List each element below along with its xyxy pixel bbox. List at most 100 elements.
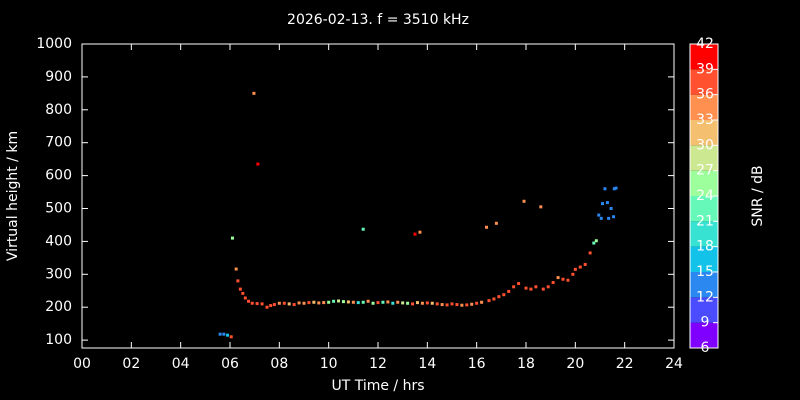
x-tick-label: 16 xyxy=(468,356,486,372)
scatter-point xyxy=(435,302,439,306)
colorbar-tick-label: 36 xyxy=(696,87,714,103)
scatter-point xyxy=(541,287,545,291)
y-tick-label: 900 xyxy=(45,69,72,85)
scatter-point xyxy=(609,207,613,211)
scatter-point xyxy=(292,303,296,307)
scatter-point xyxy=(241,291,245,295)
colorbar-segment xyxy=(690,94,718,120)
scatter-point xyxy=(265,305,269,309)
colorbar-segment xyxy=(690,272,718,298)
scatter-point xyxy=(588,251,592,255)
y-tick-label: 100 xyxy=(45,332,72,348)
scatter-point xyxy=(317,301,321,305)
scatter-point xyxy=(229,335,233,339)
y-tick-label: 800 xyxy=(45,102,72,118)
scatter-point xyxy=(226,333,230,337)
x-tick-label: 22 xyxy=(616,356,634,372)
scatter-point xyxy=(534,285,538,289)
scatter-point xyxy=(322,301,326,305)
y-tick-label: 400 xyxy=(45,233,72,249)
colorbar-tick-label: 9 xyxy=(701,315,710,331)
scatter-point xyxy=(332,299,336,303)
y-tick-label: 500 xyxy=(45,201,72,217)
colorbar-tick-label: 27 xyxy=(696,163,714,179)
scatter-point xyxy=(607,216,611,220)
scatter-point xyxy=(341,300,345,304)
scatter-point xyxy=(539,205,543,209)
colorbar-segment xyxy=(690,120,718,146)
scatter-point xyxy=(327,300,331,304)
scatter-point xyxy=(440,303,444,307)
colorbar-tick-label: 39 xyxy=(696,61,714,77)
scatter-point xyxy=(413,232,417,236)
scatter-point xyxy=(455,303,459,307)
scatter-point xyxy=(386,300,390,304)
scatter-point xyxy=(475,301,479,305)
scatter-point xyxy=(351,300,355,304)
colorbar-segment xyxy=(690,170,718,196)
scatter-point xyxy=(566,278,570,282)
scatter-point xyxy=(480,300,484,304)
x-axis-label: UT Time / hrs xyxy=(331,378,424,394)
scatter-point xyxy=(600,202,604,206)
scatter-point xyxy=(546,285,550,289)
scatter-point xyxy=(234,267,238,271)
scatter-point xyxy=(470,302,474,306)
scatter-point xyxy=(381,300,385,304)
colorbar-tick-label: 21 xyxy=(696,213,714,229)
scatter-point xyxy=(401,301,405,305)
y-tick-label: 300 xyxy=(45,266,72,282)
scatter-point xyxy=(556,276,560,280)
scatter-point xyxy=(218,332,222,336)
x-tick-label: 02 xyxy=(122,356,140,372)
scatter-point xyxy=(391,301,395,305)
x-tick-label: 12 xyxy=(369,356,387,372)
scatter-point xyxy=(252,91,256,95)
scatter-point xyxy=(312,300,316,304)
scatter-point xyxy=(376,301,380,305)
colorbar-segment xyxy=(690,145,718,171)
scatter-point xyxy=(583,262,587,266)
scatter-point xyxy=(302,301,306,305)
scatter-point xyxy=(256,162,260,166)
colorbar-segment xyxy=(690,69,718,95)
scatter-point xyxy=(425,301,429,305)
scatter-point xyxy=(614,186,618,190)
scatter-point xyxy=(230,236,234,240)
scatter-point xyxy=(497,295,501,299)
x-tick-label: 04 xyxy=(172,356,190,372)
y-tick-label: 700 xyxy=(45,135,72,151)
scatter-point xyxy=(361,300,365,304)
scatter-point xyxy=(485,225,489,229)
scatter-point xyxy=(592,241,596,245)
colorbar-tick-label: 24 xyxy=(696,188,714,204)
scatter-point xyxy=(307,301,311,305)
x-tick-label: 24 xyxy=(665,356,683,372)
scatter-point xyxy=(272,303,276,307)
scatter-point xyxy=(287,302,291,306)
scatter-point xyxy=(571,272,575,276)
scatter-point xyxy=(269,304,273,308)
scatter-point xyxy=(411,302,415,306)
scatter-point xyxy=(346,300,350,304)
scatter-point xyxy=(599,216,603,220)
scatter-point xyxy=(366,299,370,303)
scatter-point xyxy=(573,267,577,271)
scatter-point xyxy=(277,301,281,305)
colorbar-tick-label: 33 xyxy=(696,112,714,128)
scatter-point xyxy=(465,303,469,307)
colorbar-segment xyxy=(690,44,718,70)
scatter-point xyxy=(255,302,259,306)
scatter-point xyxy=(415,301,419,305)
scatter-point xyxy=(612,215,616,219)
colorbar-segment xyxy=(690,297,718,323)
x-tick-label: 10 xyxy=(320,356,338,372)
colorbar-tick-label: 15 xyxy=(696,264,714,280)
colorbar-segment xyxy=(690,221,718,247)
chart-title: 2026-02-13. f = 3510 kHz xyxy=(287,12,469,28)
scatter-point xyxy=(396,300,400,304)
scatter-point xyxy=(512,285,516,289)
x-tick-label: 20 xyxy=(566,356,584,372)
